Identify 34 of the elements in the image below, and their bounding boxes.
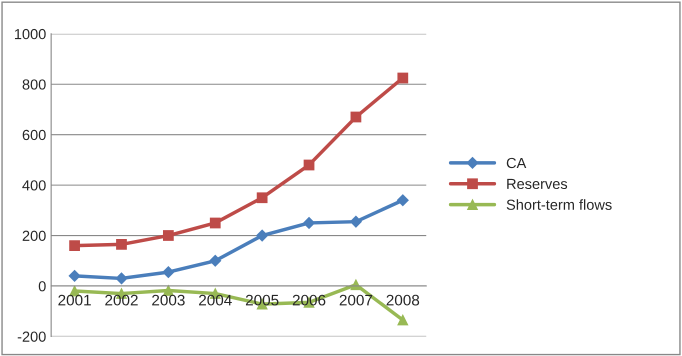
point — [209, 254, 222, 267]
x-tick-label: 2007 — [340, 294, 372, 306]
point — [397, 72, 408, 84]
x-tick-label: 2008 — [386, 294, 420, 306]
point — [116, 239, 127, 250]
y-tick-label: 1000 — [14, 28, 46, 40]
point — [304, 160, 314, 170]
point — [116, 272, 128, 284]
y-tick-label: -200 — [18, 332, 46, 342]
point — [350, 112, 362, 122]
y-tick-label: 200 — [22, 230, 46, 241]
y-tick-label: 0 — [38, 281, 46, 292]
point — [396, 194, 409, 206]
point — [69, 240, 80, 252]
point — [303, 217, 315, 229]
y-tick-label: 400 — [22, 180, 46, 191]
legend-label: Short-term flows — [506, 199, 612, 210]
point — [162, 266, 174, 278]
point — [397, 314, 408, 326]
point — [256, 230, 268, 242]
y-tick-label: 800 — [22, 79, 46, 90]
x-tick-label: 2002 — [105, 294, 138, 306]
point — [162, 230, 174, 241]
x-tick-label: 2006 — [292, 294, 326, 306]
point — [256, 192, 268, 204]
x-tick-label: 2003 — [152, 294, 185, 306]
y-tick-label: 600 — [22, 130, 46, 140]
legend-label: CA — [506, 158, 526, 168]
point — [350, 216, 362, 228]
x-tick-label: 2001 — [58, 294, 91, 306]
legend-label: Reserves — [507, 178, 568, 190]
point — [68, 270, 81, 282]
x-tick-label: 2004 — [199, 294, 232, 306]
point — [210, 218, 221, 228]
